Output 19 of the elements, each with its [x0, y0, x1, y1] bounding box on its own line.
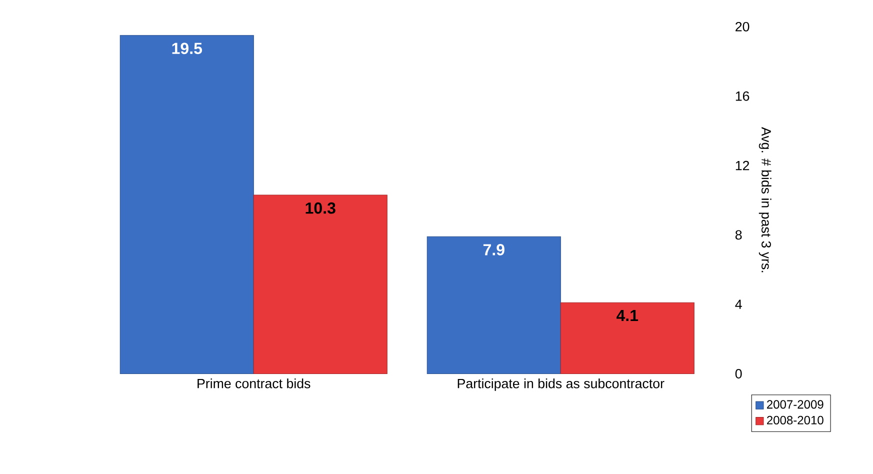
- bar: [120, 35, 254, 374]
- y-tick-label: 12: [736, 160, 750, 170]
- y-tick-label: 0: [735, 369, 742, 379]
- y-axis-title: Avg. # bids in past 3 yrs.: [758, 127, 772, 272]
- data-label: 4.1: [616, 310, 638, 322]
- bar: [253, 194, 388, 374]
- data-label: 7.9: [483, 244, 504, 256]
- data-label: 19.5: [172, 42, 202, 54]
- y-tick-label: 8: [735, 230, 742, 240]
- data-label: 10.3: [306, 202, 336, 214]
- x-tick-label: Prime contract bids: [198, 378, 310, 388]
- legend-label: 2007-2009: [767, 400, 824, 409]
- bar: [560, 302, 694, 374]
- y-tick-label: 16: [736, 91, 750, 101]
- legend-label: 2008-2010: [767, 416, 824, 424]
- y-tick-label: 4: [735, 300, 742, 309]
- y-tick-label: 20: [736, 22, 750, 32]
- bar: [426, 236, 561, 374]
- x-tick-label: Participate in bids as subcontractor: [458, 378, 664, 391]
